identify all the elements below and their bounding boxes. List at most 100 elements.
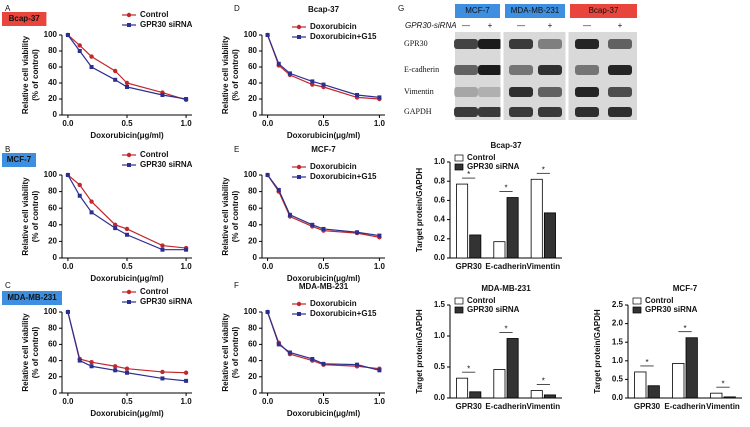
x-axis-label: Doxorubicin(μg/ml) [90, 409, 164, 418]
protein-label: GAPDH [404, 107, 432, 116]
point [160, 376, 165, 381]
series-line [67, 174, 187, 249]
band [538, 87, 562, 97]
y-tick-label: 20 [248, 94, 257, 103]
series-line [267, 34, 380, 100]
band [608, 39, 632, 49]
point [321, 82, 326, 87]
legend-marker [297, 35, 301, 39]
y-tick-label: 1.5 [612, 337, 624, 346]
x-tick-label: 0.0 [262, 397, 274, 406]
band [509, 65, 533, 75]
x-tick-label: 1.0 [374, 262, 386, 271]
y-tick-label: 40 [48, 220, 57, 229]
legend-label: Doxorubicin [310, 299, 357, 308]
badge [2, 291, 62, 305]
x-axis-label: Doxorubicin(μg/ml) [90, 274, 164, 283]
point [124, 366, 130, 371]
x-tick-label: 0.0 [62, 119, 74, 128]
legend-swatch [454, 154, 464, 162]
point [89, 199, 94, 204]
badge-label: Bcap-37 [9, 14, 41, 23]
bar [456, 377, 469, 399]
y-tick-label: 2.0 [612, 319, 624, 328]
legend-swatch [454, 163, 464, 171]
band [538, 39, 562, 49]
cell-line-label: MDA-MB-231 [511, 6, 560, 15]
bar [710, 392, 723, 399]
x-axis-label: Doxorubicin(μg/ml) [287, 274, 361, 283]
point [77, 182, 82, 188]
y-axis-label: Relative cell viability [21, 313, 30, 392]
band [454, 107, 478, 117]
x-tick-label: 0.5 [318, 119, 330, 128]
point [112, 222, 118, 227]
bar [469, 234, 482, 259]
y-tick-label: 60 [48, 203, 57, 212]
x-tick-label: Vimentin [527, 262, 561, 271]
legend-label: Doxorubicin+G15 [310, 32, 377, 41]
x-tick-label: 1.0 [374, 119, 386, 128]
legend-label: Doxorubicin [310, 22, 357, 31]
y-tick-label: 60 [248, 62, 257, 71]
legend-marker [126, 12, 132, 18]
legend-marker [127, 23, 131, 27]
y-tick-label: 100 [244, 307, 258, 316]
chart-title: Bcap-37 [490, 141, 522, 150]
y-tick-label: 0 [253, 388, 258, 397]
y-tick-label: 0 [253, 253, 258, 262]
panel-label: A [5, 4, 11, 13]
x-tick-label: Vimentin [527, 402, 561, 411]
y-axis-label: (% of control) [31, 49, 40, 101]
bar [530, 390, 543, 399]
badge [2, 153, 36, 167]
panel-label: B [5, 145, 10, 154]
legend-label: Control [140, 287, 168, 296]
y-tick-label: 1.0 [434, 157, 446, 166]
bar [543, 394, 556, 399]
legend-label: GPR30 siRNA [140, 160, 193, 169]
point [125, 232, 129, 237]
point [287, 212, 292, 217]
legend-marker [126, 289, 132, 295]
point [377, 368, 382, 373]
x-tick-label: GPR30 [634, 402, 661, 411]
y-tick-label: 0 [53, 388, 58, 397]
x-tick-label: 0.0 [262, 262, 274, 271]
x-tick-label: 1.0 [181, 397, 193, 406]
y-tick-label: 1.0 [612, 356, 624, 365]
point [265, 173, 270, 177]
lane-label: — [517, 21, 525, 30]
point [276, 187, 281, 192]
y-tick-label: 40 [48, 356, 57, 365]
point [77, 49, 82, 53]
y-axis-label: Target protein/GAPDH [415, 168, 424, 253]
significance-mark: * [504, 184, 507, 193]
legend-label: GPR30 siRNA [140, 297, 193, 306]
y-tick-label: 0.0 [612, 393, 624, 402]
significance-mark: * [467, 364, 470, 373]
point [65, 310, 70, 314]
point [310, 79, 315, 84]
y-axis-label: (% of control) [231, 190, 240, 242]
bar [506, 338, 519, 399]
point [113, 368, 118, 373]
point [77, 43, 82, 48]
x-tick-label: 0.0 [262, 119, 274, 128]
point [125, 370, 129, 375]
point [287, 350, 292, 355]
point [89, 210, 94, 215]
band [478, 107, 502, 117]
cell-line-header [570, 4, 637, 18]
y-tick-label: 0.5 [612, 375, 624, 384]
protein-label: E-cadherin [404, 65, 439, 74]
lane-label: — [583, 21, 591, 30]
x-tick-label: E-cadherin [485, 402, 526, 411]
y-tick-label: 80 [248, 46, 257, 55]
x-tick-label: 0.5 [121, 397, 133, 406]
legend-label: GPR30 siRNA [140, 20, 193, 29]
bar [493, 241, 506, 259]
legend-marker [127, 300, 131, 304]
y-tick-label: 80 [48, 46, 57, 55]
point [160, 243, 165, 248]
